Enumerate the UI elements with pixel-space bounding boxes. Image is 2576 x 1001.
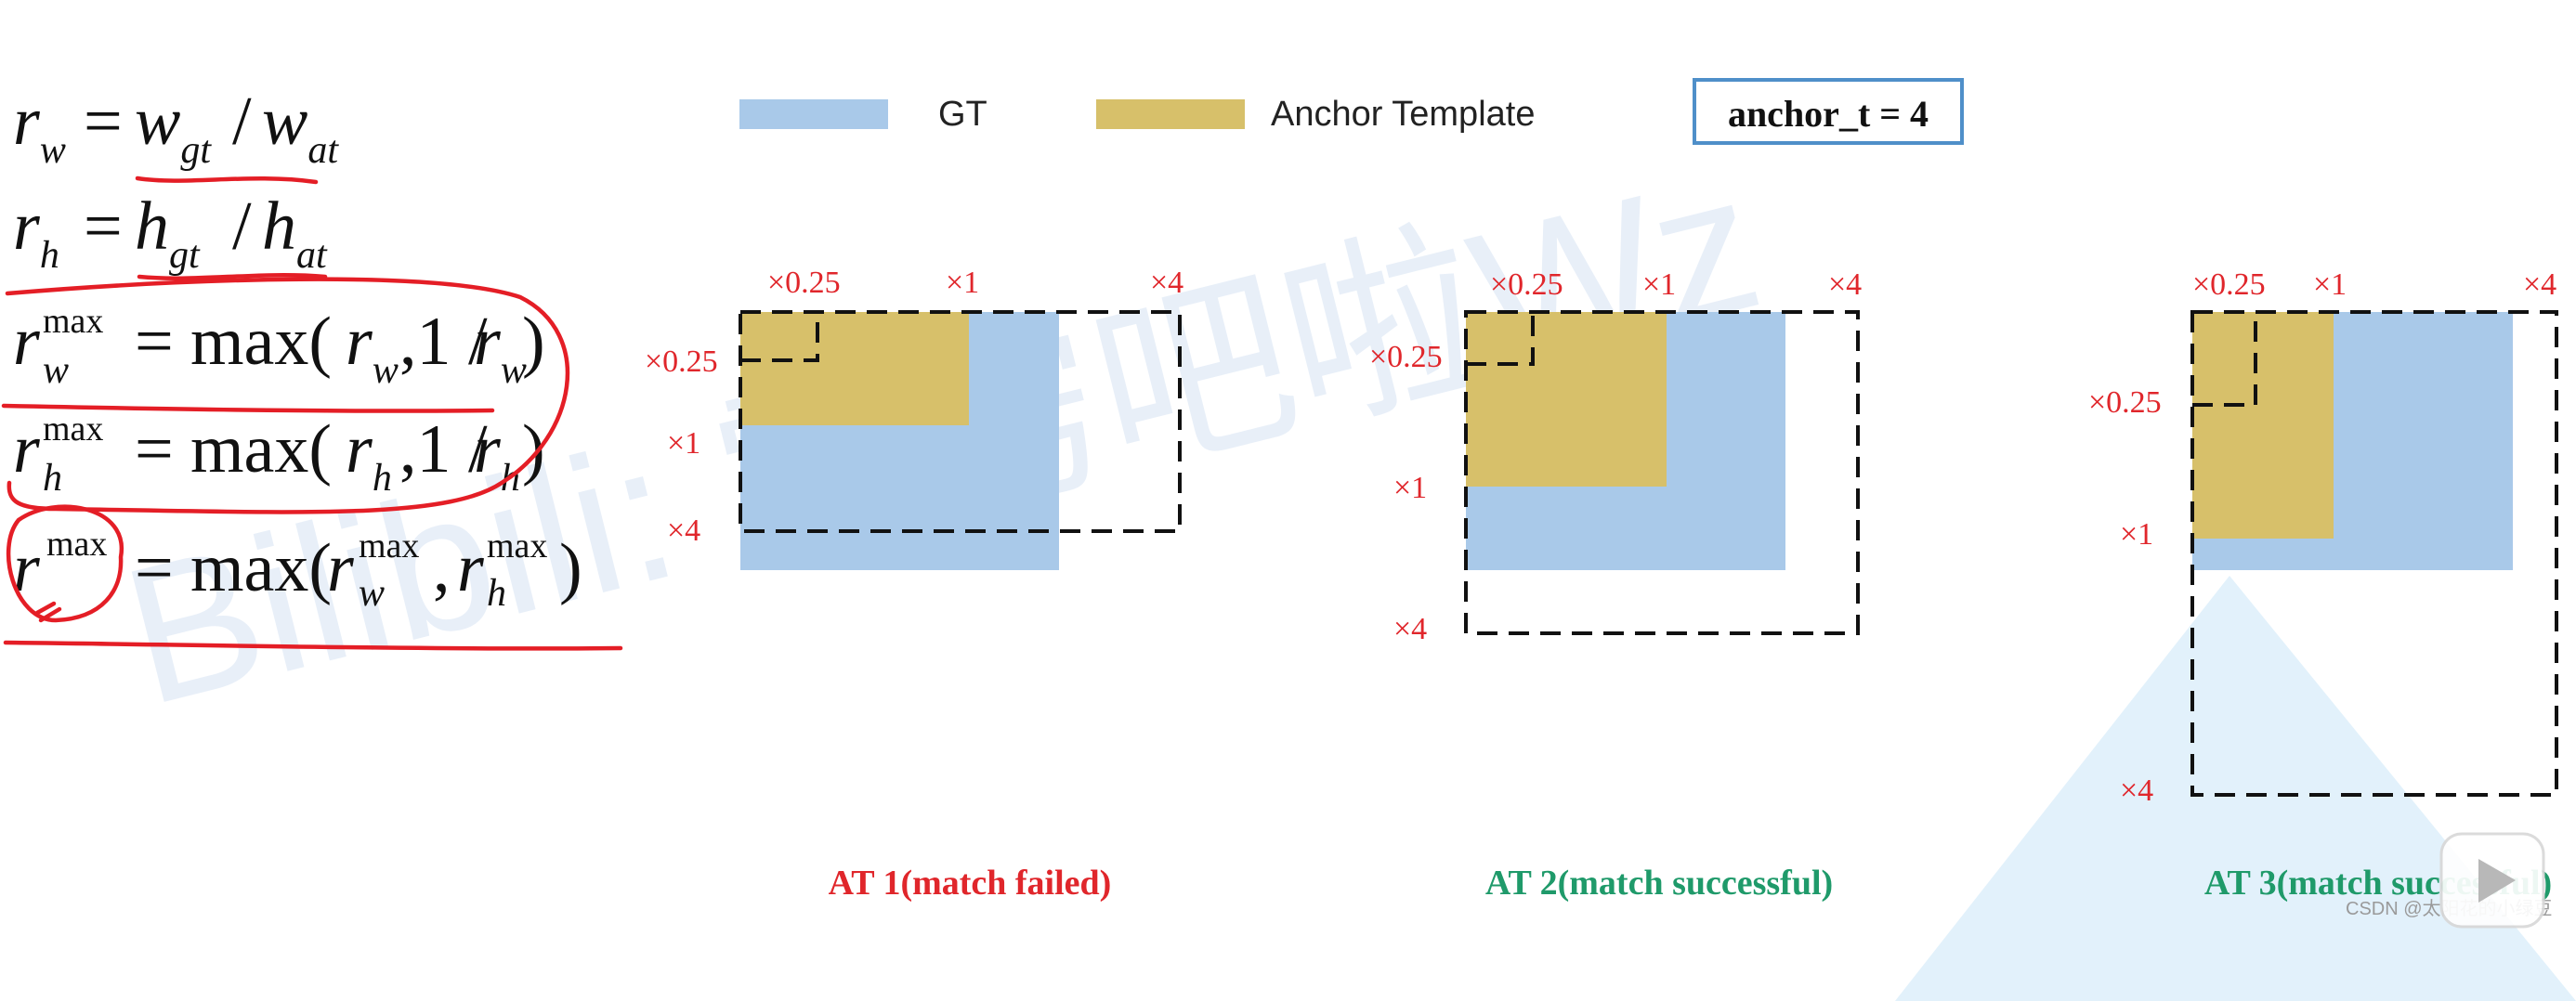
panel-at1: ×0.25 ×1 ×4 ×0.25 ×1 ×4 AT 1(match faile… bbox=[645, 266, 1183, 903]
anchor-x4-dashed-box bbox=[2190, 310, 2558, 797]
svg-text:/: / bbox=[232, 84, 252, 160]
video-play-button[interactable] bbox=[2439, 832, 2545, 929]
scale-label-left-x4: ×4 bbox=[667, 514, 700, 548]
svg-text:r: r bbox=[327, 530, 355, 606]
svg-text:r: r bbox=[13, 304, 41, 380]
handwritten-annotations bbox=[1, 176, 623, 651]
legend-gt-label: GT bbox=[938, 95, 987, 134]
scale-label-left-x025: ×0.25 bbox=[1369, 340, 1443, 374]
svg-text:rw: rw bbox=[474, 304, 527, 392]
scale-label-top-x1: ×1 bbox=[2313, 267, 2347, 302]
scale-label-left-x025: ×0.25 bbox=[645, 344, 718, 379]
svg-text:max: max bbox=[43, 410, 103, 448]
legend-anchor-label: Anchor Template bbox=[1271, 95, 1535, 134]
scale-label-left-x1: ×1 bbox=[2120, 517, 2153, 552]
anchor-template-box bbox=[740, 312, 969, 425]
svg-text:hgt: hgt bbox=[135, 188, 201, 277]
legend-gt-swatch bbox=[739, 99, 888, 129]
anchor-t-box bbox=[1693, 78, 1964, 145]
panel-caption: AT 2(match successful) bbox=[1485, 864, 1833, 903]
panel-at2: ×0.25 ×1 ×4 ×0.25 ×1 ×4 AT 2(match succe… bbox=[1369, 267, 1862, 903]
svg-text:=: = bbox=[135, 530, 174, 606]
scale-label-top-x4: ×4 bbox=[2523, 267, 2556, 302]
svg-text:): ) bbox=[522, 304, 545, 380]
svg-text:max(: max( bbox=[190, 411, 332, 488]
formula-rh-max: r max h = max( rh ,1 / rh ) bbox=[13, 410, 545, 500]
legend: GT Anchor Template anchor_t = 4 bbox=[739, 78, 1964, 145]
svg-text:max: max bbox=[487, 526, 547, 566]
scale-label-top-x4: ×4 bbox=[1150, 266, 1183, 300]
svg-text:wat: wat bbox=[262, 84, 339, 172]
svg-text:max: max bbox=[359, 526, 419, 566]
anchor-x4-dashed-box bbox=[739, 310, 1182, 533]
svg-text:=: = bbox=[135, 304, 174, 380]
formula-rh: rh = hgt / hat bbox=[13, 188, 328, 277]
anchor-template-box bbox=[2192, 312, 2334, 539]
svg-text:=: = bbox=[84, 188, 123, 265]
scale-label-top-x4: ×4 bbox=[1828, 267, 1862, 302]
svg-text:max: max bbox=[46, 525, 107, 564]
scale-label-top-x025: ×0.25 bbox=[767, 266, 841, 300]
scale-label-top-x025: ×0.25 bbox=[1490, 267, 1563, 302]
svg-text:max(: max( bbox=[190, 530, 332, 606]
svg-text:,1 /: ,1 / bbox=[399, 304, 488, 380]
svg-text:h: h bbox=[487, 572, 506, 615]
svg-text:,: , bbox=[433, 530, 451, 606]
anchor-x025-dashed-box bbox=[1466, 312, 1535, 366]
svg-text:=: = bbox=[84, 84, 123, 160]
svg-text:max: max bbox=[43, 302, 103, 341]
scale-label-left-x1: ×1 bbox=[667, 426, 700, 461]
scale-label-left-x1: ×1 bbox=[1393, 471, 1427, 505]
svg-text:h: h bbox=[43, 457, 62, 500]
svg-text:,1 /: ,1 / bbox=[399, 411, 488, 488]
formula-rw-max: r max w = max( rw ,1 / rw ) bbox=[13, 302, 545, 392]
formula-rw: rw = wgt / wat bbox=[13, 84, 339, 172]
svg-text:w: w bbox=[359, 572, 385, 615]
svg-text:/: / bbox=[232, 188, 252, 265]
scale-label-left-x025: ×0.25 bbox=[2088, 385, 2162, 420]
anchor-x4-dashed-box bbox=[1464, 310, 1860, 635]
anchor-x025-dashed-box bbox=[2192, 312, 2257, 407]
scale-label-left-x4: ×4 bbox=[1393, 612, 1427, 646]
svg-text:wgt: wgt bbox=[135, 84, 212, 172]
play-icon bbox=[2478, 859, 2516, 903]
scale-label-top-x1: ×1 bbox=[946, 266, 979, 300]
svg-text:rw: rw bbox=[346, 304, 399, 392]
svg-text:rh: rh bbox=[346, 411, 392, 500]
svg-text:rh: rh bbox=[13, 188, 59, 277]
svg-text:max(: max( bbox=[190, 304, 332, 380]
svg-text:rw: rw bbox=[13, 84, 66, 172]
anchor-t-label: anchor_t = 4 bbox=[1728, 93, 1929, 135]
svg-text:rh: rh bbox=[474, 411, 520, 500]
scale-label-left-x4: ×4 bbox=[2120, 774, 2153, 808]
svg-text:r: r bbox=[13, 411, 41, 488]
legend-anchor-swatch bbox=[1096, 99, 1245, 129]
svg-text:): ) bbox=[559, 530, 582, 606]
panel-caption: AT 1(match failed) bbox=[829, 864, 1112, 903]
scale-label-top-x025: ×0.25 bbox=[2192, 267, 2266, 302]
svg-text:=: = bbox=[135, 411, 174, 488]
anchor-x025-dashed-box bbox=[740, 312, 819, 362]
anchor-template-box bbox=[1466, 312, 1667, 487]
watermark-triangle bbox=[1895, 576, 2576, 1001]
scale-label-top-x1: ×1 bbox=[1642, 267, 1676, 302]
svg-text:hat: hat bbox=[262, 188, 328, 277]
svg-text:r: r bbox=[457, 530, 485, 606]
svg-text:w: w bbox=[43, 349, 69, 392]
